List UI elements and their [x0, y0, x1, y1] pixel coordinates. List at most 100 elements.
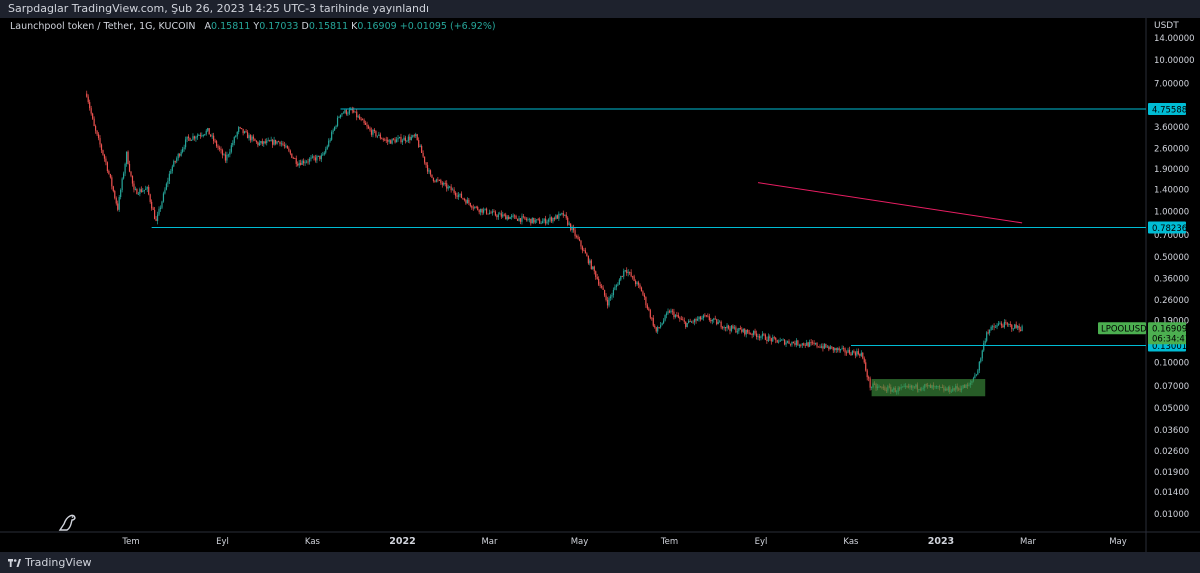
- candles-layer: [86, 90, 1023, 395]
- candle-182: [354, 111, 356, 113]
- candle-137: [288, 146, 290, 153]
- candle-87: [214, 138, 216, 144]
- accumulation-zone[interactable]: [871, 379, 986, 397]
- candle-424: [711, 318, 713, 325]
- candle-279: [497, 212, 499, 220]
- candle-495: [816, 341, 818, 349]
- candle-251: [456, 192, 458, 200]
- candle-243: [444, 180, 446, 187]
- candle-128: [274, 139, 277, 146]
- candle-244: [446, 180, 448, 192]
- candle-118: [260, 140, 262, 146]
- candle-322: [561, 212, 563, 216]
- dino-icon[interactable]: [58, 514, 76, 531]
- candle-276: [493, 209, 495, 213]
- candle-135: [285, 143, 287, 149]
- level-badge-0: 4.75588: [1148, 102, 1187, 115]
- candle-60: [174, 160, 176, 164]
- candle-609: [984, 338, 986, 346]
- candle-29: [128, 160, 131, 173]
- tradingview-brand[interactable]: TradingView: [8, 555, 91, 570]
- svg-text:LPOOLUSDT: LPOOLUSDT: [1101, 325, 1153, 335]
- candle-604: [977, 368, 979, 376]
- candle-234: [431, 174, 433, 179]
- open-label: A: [204, 21, 212, 32]
- candle-142: [295, 155, 297, 167]
- price-chart[interactable]: 14.00000 10.00000 7.00000 3.60000 2.60000 1.9…: [0, 0, 1200, 552]
- candle-42: [148, 184, 150, 196]
- candle-326: [567, 216, 569, 227]
- candle-147: [303, 158, 305, 166]
- candle-347: [598, 276, 600, 287]
- candle-313: [547, 218, 550, 225]
- candle-67: [184, 136, 187, 150]
- candle-24: [121, 177, 123, 193]
- candle-382: [649, 308, 651, 320]
- candle-23: [120, 188, 122, 200]
- candle-5: [93, 116, 95, 127]
- candle-432: [723, 325, 725, 331]
- candle-371: [633, 274, 635, 282]
- candle-7: [96, 130, 98, 137]
- candle-421: [707, 313, 709, 318]
- candle-159: [320, 153, 322, 163]
- candle-56: [168, 170, 170, 185]
- candle-131: [279, 141, 281, 147]
- candle-359: [615, 283, 617, 291]
- candle-170: [336, 115, 339, 128]
- candle-193: [370, 127, 373, 137]
- candle-201: [382, 137, 384, 142]
- high-label: Y: [253, 21, 260, 32]
- candle-48: [156, 211, 159, 225]
- candle-509: [837, 347, 839, 353]
- candle-526: [862, 352, 864, 360]
- candle-449: [748, 329, 750, 335]
- candle-440: [735, 325, 737, 334]
- candle-427: [716, 318, 718, 326]
- candle-512: [841, 345, 843, 350]
- trend-line[interactable]: [757, 182, 1023, 224]
- candle-207: [391, 138, 393, 145]
- symbol-legend: Launchpool token / Tether, 1G, KUCOIN A0…: [10, 21, 496, 32]
- candle-132: [280, 140, 283, 147]
- time-tick-3: 2022: [389, 536, 415, 547]
- candle-289: [512, 213, 514, 219]
- time-tick-11: May: [1109, 537, 1127, 547]
- price-axis[interactable]: 14.00000 10.00000 7.00000 3.60000 2.60000 1.9…: [1154, 34, 1195, 520]
- symbol-badge: LPOOLUSDT: [1098, 322, 1153, 335]
- candle-268: [481, 208, 483, 216]
- candle-303: [533, 217, 535, 225]
- candle-91: [220, 146, 222, 154]
- candle-263: [474, 206, 476, 210]
- candle-199: [379, 132, 381, 140]
- candle-479: [792, 341, 795, 344]
- price-tick-17: 0.02600: [1154, 447, 1189, 457]
- candle-415: [698, 316, 700, 322]
- candle-13: [105, 156, 107, 166]
- candle-431: [722, 325, 724, 330]
- candle-372: [634, 279, 637, 287]
- candle-624: [1006, 321, 1008, 327]
- candle-124: [269, 139, 271, 142]
- level-badge-1: 0.78236: [1148, 221, 1187, 234]
- time-axis[interactable]: Tem Eyl Kas 2022 Mar May Tem Eyl Kas 2023 Mar May: [121, 536, 1126, 547]
- candle-501: [825, 343, 827, 349]
- candle-503: [828, 345, 830, 352]
- candle-384: [652, 315, 654, 328]
- candle-399: [674, 314, 676, 319]
- countdown-value: 06:34:41: [1152, 335, 1190, 345]
- candle-529: [866, 368, 868, 381]
- svg-text:0.78236: 0.78236: [1152, 224, 1187, 234]
- candle-329: [571, 225, 573, 233]
- candle-425: [713, 317, 715, 323]
- candle-269: [483, 207, 485, 215]
- candle-466: [773, 335, 775, 340]
- price-tick-1: 10.00000: [1154, 56, 1195, 66]
- candle-455: [757, 333, 759, 341]
- candle-610: [986, 331, 988, 343]
- candle-355: [609, 294, 612, 301]
- candle-439: [733, 324, 736, 330]
- candle-111: [249, 134, 252, 143]
- candle-162: [325, 146, 327, 155]
- candle-405: [683, 317, 685, 324]
